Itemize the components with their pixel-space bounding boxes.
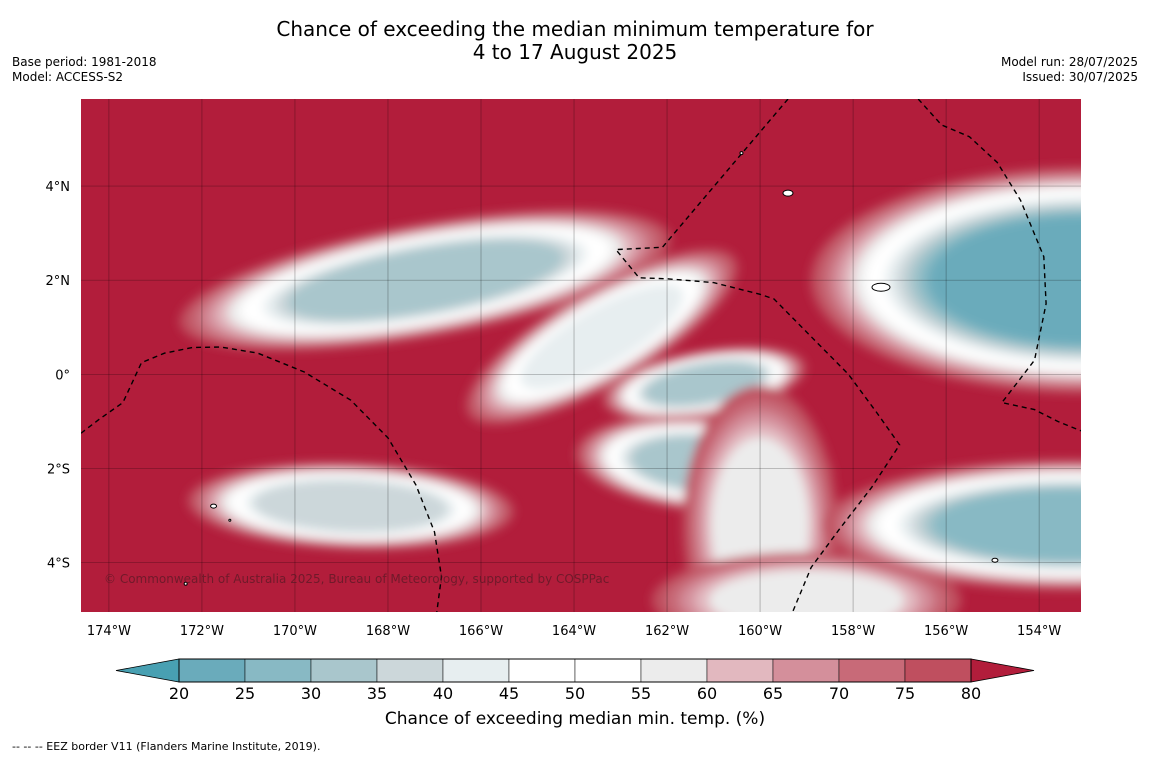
island-outline — [210, 503, 218, 509]
latitude-tick-labels: 4°N 2°N 0° 2°S 4°S — [46, 180, 71, 572]
longitude-tick-label: 168°W — [366, 624, 410, 639]
colorbar-segment — [310, 658, 378, 683]
colorbar-segment — [244, 658, 312, 683]
latitude-tick-label: 0° — [55, 368, 70, 383]
island-outline — [871, 282, 891, 292]
longitude-tick-label: 170°W — [273, 624, 317, 639]
longitude-tick-label: 154°W — [1017, 624, 1061, 639]
island-outline — [782, 189, 794, 197]
copyright-notice: © Commonwealth of Australia 2025, Bureau… — [104, 572, 609, 586]
eez-border-line — [81, 346, 443, 612]
colorbar-tick-labels: 20 25 30 35 40 45 50 55 60 65 70 75 80 — [169, 684, 981, 703]
island-outline — [991, 557, 999, 563]
colorbar-title: Chance of exceeding median min. temp. (%… — [384, 709, 766, 729]
colorbar-segment — [838, 658, 906, 683]
contour-core — [657, 366, 752, 401]
colorbar-tick-label: 45 — [499, 684, 519, 703]
base-period: Base period: 1981-2018 — [12, 55, 157, 69]
colorbar-tick-label: 55 — [631, 684, 651, 703]
feature-southeast-blob — [822, 459, 1081, 591]
contour-core — [539, 296, 665, 378]
colorbar-tick-label: 75 — [895, 684, 915, 703]
feature-southwest-band — [187, 462, 515, 550]
colorbar — [115, 658, 1035, 683]
probability-field — [179, 167, 1081, 612]
colorbar-tick-label: 30 — [301, 684, 321, 703]
colorbar-tick-label: 60 — [697, 684, 717, 703]
longitude-tick-label: 166°W — [459, 624, 503, 639]
title-line-1: Chance of exceeding the median minimum t… — [276, 17, 874, 41]
model-name: Model: ACCESS-S2 — [12, 70, 124, 84]
islands — [183, 151, 999, 586]
longitude-tick-label: 156°W — [924, 624, 968, 639]
colorbar-segment — [640, 658, 708, 683]
longitude-tick-label: 174°W — [87, 624, 131, 639]
feature-central-band — [465, 248, 739, 425]
colorbar-tick-label: 65 — [763, 684, 783, 703]
colorbar-segment — [376, 658, 444, 683]
colorbar-tick-label: 20 — [169, 684, 189, 703]
graticule — [81, 99, 1081, 612]
contour-core — [959, 228, 1081, 333]
contour-core — [312, 247, 539, 313]
colorbar-segment — [904, 658, 972, 683]
colorbar-under-arrow — [115, 658, 180, 683]
island-outline — [739, 151, 744, 156]
latitude-tick-label: 2°N — [46, 274, 71, 289]
feature-far-south-lobe — [651, 552, 962, 612]
contour-core — [735, 578, 878, 612]
colorbar-segment — [772, 658, 840, 683]
colorbar-tick-label: 35 — [367, 684, 387, 703]
island-outline — [228, 518, 232, 522]
issued-date: Issued: 30/07/2025 — [1022, 70, 1138, 84]
colorbar-tick-label: 70 — [829, 684, 849, 703]
colorbar-tick-label: 40 — [433, 684, 453, 703]
latitude-tick-label: 4°N — [46, 180, 71, 195]
colorbar-segment — [508, 658, 576, 683]
colorbar-over-arrow — [970, 658, 1035, 683]
eez-borders — [81, 99, 1081, 612]
longitude-tick-labels: 174°W 172°W 170°W 168°W 166°W 164°W 162°W 160°W… — [87, 624, 1062, 639]
longitude-tick-label: 160°W — [738, 624, 782, 639]
feature-northeast-blob — [810, 167, 1081, 394]
colorbar-segment — [706, 658, 774, 683]
colorbar-outline — [178, 658, 972, 683]
colorbar-segment — [574, 658, 642, 683]
colorbar-segment — [178, 658, 246, 683]
eez-footnote: -- -- -- EEZ border V11 (Flanders Marine… — [12, 740, 321, 753]
longitude-tick-label: 162°W — [645, 624, 689, 639]
contour-core — [957, 494, 1081, 555]
latitude-tick-label: 2°S — [47, 462, 70, 477]
map-title: Chance of exceeding the median minimum t… — [0, 18, 1150, 64]
longitude-tick-label: 158°W — [831, 624, 875, 639]
meta-left: Base period: 1981-2018 Model: ACCESS-S2 — [12, 55, 157, 85]
colorbar-tick-label: 25 — [235, 684, 255, 703]
title-line-2: 4 to 17 August 2025 — [472, 40, 678, 64]
latitude-tick-label: 4°S — [47, 557, 70, 572]
colorbar-tick-label: 80 — [961, 684, 981, 703]
contour-core — [275, 485, 426, 527]
meta-right: Model run: 28/07/2025 Issued: 30/07/2025 — [1001, 55, 1138, 85]
model-run: Model run: 28/07/2025 — [1000, 55, 1138, 69]
island-outline — [183, 581, 188, 586]
colorbar-segment — [442, 658, 510, 683]
longitude-tick-label: 164°W — [552, 624, 596, 639]
feature-northwest-band — [179, 209, 672, 351]
colorbar-tick-label: 50 — [565, 684, 585, 703]
longitude-tick-label: 172°W — [180, 624, 224, 639]
eez-border-line — [614, 99, 901, 612]
